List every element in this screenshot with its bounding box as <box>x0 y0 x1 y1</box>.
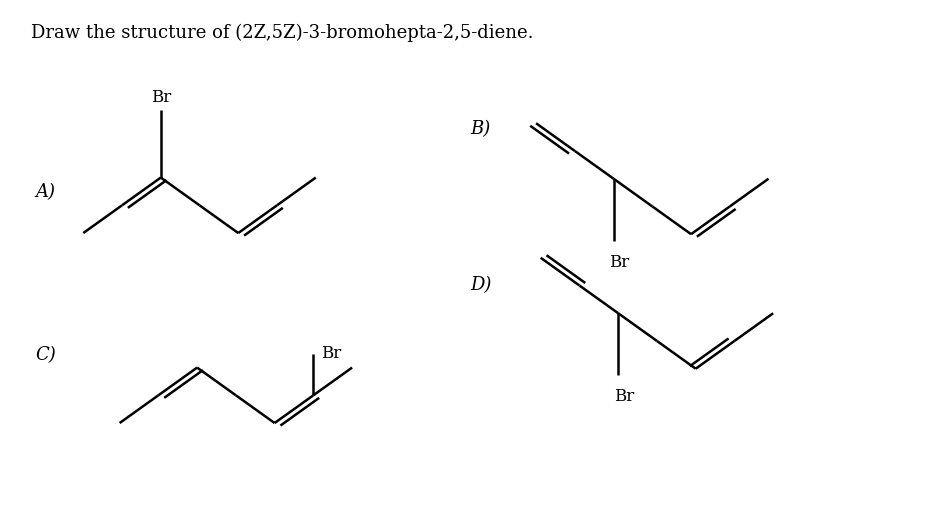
Text: Br: Br <box>609 254 629 271</box>
Text: Br: Br <box>614 388 634 405</box>
Text: Br: Br <box>321 345 341 362</box>
Text: Br: Br <box>152 89 172 106</box>
Text: Draw the structure of (2Z,5Z)-3-bromohepta-2,5-diene.: Draw the structure of (2Z,5Z)-3-bromohep… <box>31 24 533 42</box>
Text: B): B) <box>470 121 491 139</box>
Text: D): D) <box>470 276 492 294</box>
Text: A): A) <box>35 183 55 201</box>
Text: C): C) <box>35 346 56 363</box>
